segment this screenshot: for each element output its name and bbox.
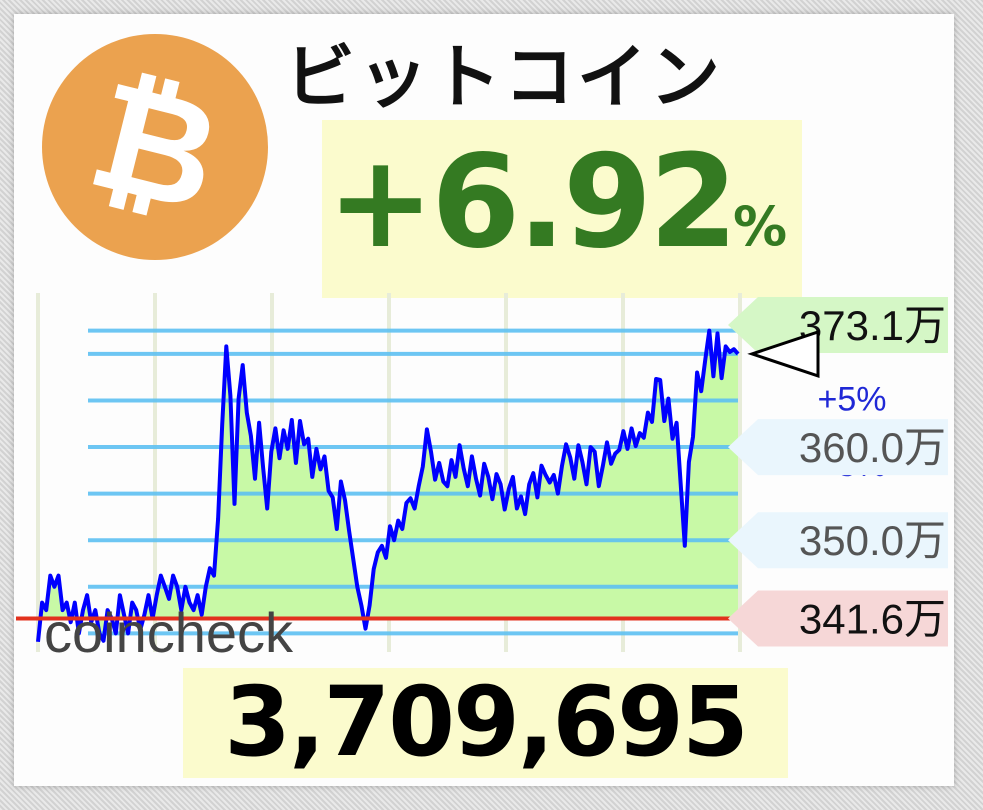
price-tag-label: 341.6万: [799, 596, 946, 643]
price-highlight: [183, 668, 788, 778]
percent-labels: +5%+3%+1%: [818, 381, 887, 626]
price-tag-label: 373.1万: [799, 302, 946, 349]
current-price: 3,709,695: [224, 666, 749, 778]
chart-line-layer: [36, 328, 740, 643]
price-tags: 373.1万 360.0万 350.0万 341.6万: [728, 297, 948, 647]
price-tag-bg: [728, 590, 948, 647]
chart-area-layer: [38, 330, 738, 642]
percent-label: +5%: [818, 381, 887, 419]
brand-label: coincheck: [44, 601, 294, 664]
price-tag-bg: [728, 419, 948, 476]
change-highlight: [322, 120, 802, 298]
price-line: [36, 328, 740, 643]
price-tag-label: 350.0万: [799, 517, 946, 564]
price-tag-label: 360.0万: [799, 424, 946, 471]
price-tag-bg: [728, 297, 948, 353]
change-value: +6.92: [327, 128, 738, 277]
current-price-pointer-icon: [747, 329, 820, 378]
price-area: [38, 330, 738, 642]
bitcoin-logo-icon: ₿: [42, 34, 268, 260]
page-title: ビットコイン: [285, 36, 723, 118]
price-tag-bg: [728, 512, 948, 569]
change-unit: %: [733, 195, 788, 258]
